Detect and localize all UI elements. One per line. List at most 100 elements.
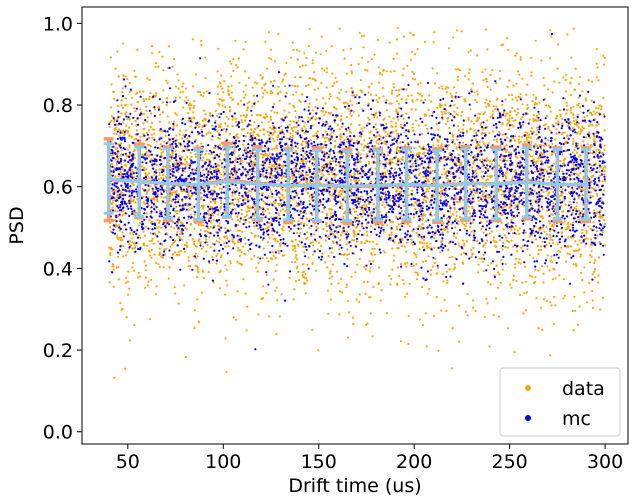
point-data <box>237 218 240 221</box>
point-data <box>282 78 285 81</box>
point-data <box>147 280 150 283</box>
point-data <box>122 245 125 248</box>
point-data <box>448 47 451 50</box>
point-data <box>410 50 414 53</box>
point-data <box>149 232 152 235</box>
point-data <box>288 230 291 233</box>
point-data <box>224 264 227 267</box>
point-data <box>200 43 203 47</box>
point-data <box>150 278 153 281</box>
point-data <box>363 265 366 268</box>
point-data <box>466 314 469 317</box>
point-data <box>160 255 163 258</box>
point-data <box>522 204 526 207</box>
point-data <box>225 115 228 118</box>
point-data <box>396 95 399 98</box>
point-data <box>587 125 591 128</box>
point-data <box>497 110 500 113</box>
point-data <box>158 168 161 171</box>
point-data <box>209 115 212 118</box>
point-data <box>255 266 258 269</box>
point-data <box>330 171 333 174</box>
point-data <box>533 280 537 283</box>
point-data <box>577 126 580 129</box>
point-data <box>434 82 437 85</box>
point-data <box>490 175 493 178</box>
point-data <box>571 211 574 214</box>
point-data <box>585 232 588 235</box>
point-data <box>439 106 442 109</box>
point-data <box>599 308 602 311</box>
point-data <box>291 142 294 145</box>
point-data <box>355 94 358 97</box>
point-data <box>236 246 240 249</box>
point-data <box>373 156 376 159</box>
point-data <box>272 140 276 143</box>
point-data <box>452 213 455 216</box>
point-data <box>573 148 576 151</box>
point-data <box>155 227 158 230</box>
point-data <box>246 191 249 194</box>
point-data <box>561 170 564 173</box>
point-data <box>512 125 515 128</box>
point-data <box>559 198 562 201</box>
point-data <box>570 106 573 110</box>
point-data <box>321 165 324 168</box>
point-data <box>436 72 439 75</box>
point-data <box>273 169 276 173</box>
point-data <box>414 207 417 211</box>
point-data <box>473 231 476 234</box>
point-data <box>353 235 356 238</box>
point-data <box>345 286 348 289</box>
point-data <box>290 239 293 242</box>
point-data <box>111 201 114 204</box>
point-data <box>272 278 275 281</box>
point-data <box>495 138 499 141</box>
point-data <box>253 214 256 217</box>
point-data <box>413 73 416 76</box>
point-data <box>147 189 150 192</box>
point-data <box>597 274 600 277</box>
point-data <box>143 127 146 131</box>
point-data <box>363 280 366 284</box>
point-data <box>334 144 337 147</box>
point-data <box>177 192 180 196</box>
point-data <box>369 131 372 134</box>
point-data <box>416 273 419 276</box>
point-data <box>273 60 276 63</box>
point-data <box>574 67 577 70</box>
point-data <box>326 229 329 233</box>
point-data <box>390 277 393 280</box>
point-data <box>184 129 188 132</box>
point-data <box>471 252 474 255</box>
point-data <box>482 269 485 272</box>
point-data <box>564 228 567 231</box>
point-data <box>345 90 348 93</box>
point-data <box>196 266 199 269</box>
point-data <box>577 96 580 99</box>
point-data <box>327 173 330 176</box>
point-data <box>225 279 228 282</box>
point-data <box>175 190 178 193</box>
point-data <box>506 37 509 40</box>
point-data <box>352 94 355 97</box>
point-data <box>589 194 592 197</box>
point-data <box>410 241 413 244</box>
point-data <box>427 255 430 258</box>
point-data <box>375 94 378 97</box>
point-data <box>330 208 333 211</box>
point-data <box>146 120 149 123</box>
point-data <box>559 113 562 116</box>
point-data <box>445 109 448 112</box>
point-data <box>120 149 123 152</box>
point-data <box>490 208 493 211</box>
point-data <box>477 199 480 202</box>
point-data <box>476 100 479 104</box>
point-data <box>244 185 247 188</box>
point-data <box>446 117 449 120</box>
point-data <box>217 213 220 216</box>
point-data <box>601 216 604 219</box>
point-data <box>588 170 592 173</box>
point-data <box>530 275 534 278</box>
point-data <box>556 67 559 70</box>
